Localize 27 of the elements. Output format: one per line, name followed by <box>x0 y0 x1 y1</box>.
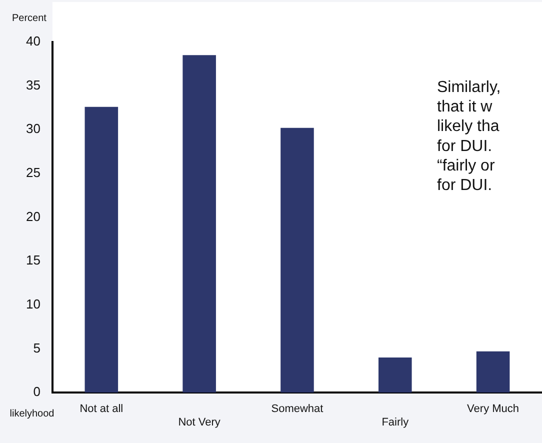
y-tick-label: 40 <box>26 34 40 49</box>
annotation: Similarly, <box>437 79 501 96</box>
annotation: likely tha <box>437 118 500 136</box>
y-tick-label: 20 <box>26 208 40 224</box>
y-tick-label: 25 <box>26 165 40 180</box>
y-tick-label: 15 <box>26 252 40 268</box>
y-tick-label: 0 <box>33 384 40 400</box>
bar <box>378 358 412 393</box>
x-tick-label: Fairly <box>382 416 410 428</box>
annotation: “fairly or <box>437 157 496 174</box>
y-tick-label: 5 <box>33 340 40 356</box>
annotation: that it w <box>437 98 493 116</box>
bar <box>84 106 118 393</box>
x-tick-label: Not at all <box>80 403 124 416</box>
y-tick-label: 10 <box>26 296 40 312</box>
bar <box>280 128 314 393</box>
bar <box>476 351 510 393</box>
x-axis-title: likelyhood <box>10 408 54 420</box>
x-tick-label: Not Very <box>178 416 221 428</box>
annotation: for DUI. <box>437 177 492 194</box>
annotation: for DUI. <box>437 138 492 155</box>
x-tick-label: Very Much <box>467 403 520 416</box>
x-tick-label: Somewhat <box>271 403 324 416</box>
bar <box>182 55 216 393</box>
y-tick-label: 30 <box>26 121 40 136</box>
y-tick-label: 35 <box>26 77 40 92</box>
y-axis-title: Percent <box>12 13 47 24</box>
